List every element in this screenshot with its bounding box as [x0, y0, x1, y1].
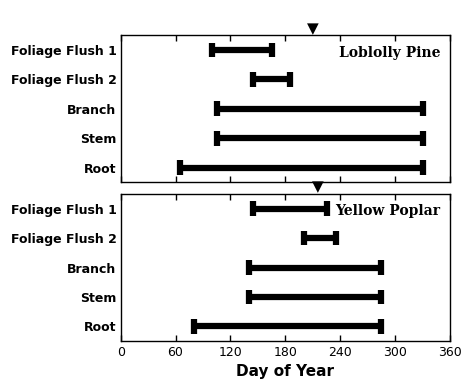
Text: ▼: ▼ — [307, 21, 318, 36]
Text: Yellow Poplar: Yellow Poplar — [334, 204, 439, 218]
X-axis label: Day of Year: Day of Year — [236, 365, 334, 379]
Text: ▼: ▼ — [311, 180, 323, 194]
Text: Loblolly Pine: Loblolly Pine — [338, 45, 439, 60]
